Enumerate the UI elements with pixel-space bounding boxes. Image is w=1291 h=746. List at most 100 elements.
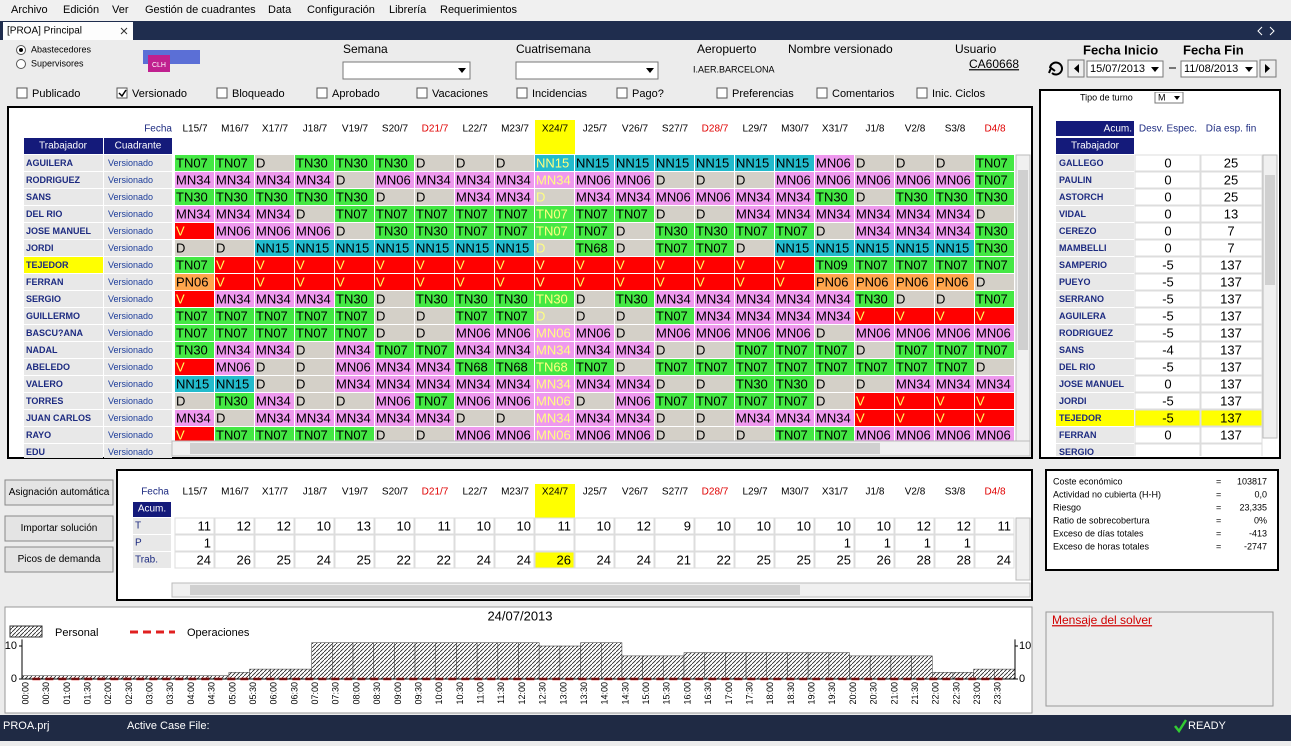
shift-cell[interactable] — [335, 257, 374, 273]
shift-cell[interactable] — [975, 189, 1014, 205]
shift-cell[interactable] — [335, 172, 374, 188]
shift-cell[interactable] — [655, 189, 694, 205]
shift-cell[interactable] — [535, 393, 574, 409]
shift-cell[interactable] — [175, 393, 214, 409]
shift-cell[interactable] — [815, 291, 854, 307]
shift-cell[interactable] — [175, 206, 214, 222]
shift-cell[interactable] — [175, 274, 214, 290]
shift-cell[interactable] — [495, 342, 534, 358]
shift-cell[interactable] — [375, 172, 414, 188]
shift-cell[interactable] — [975, 172, 1014, 188]
shift-cell[interactable] — [855, 325, 894, 341]
shift-cell[interactable] — [775, 155, 814, 171]
shift-cell[interactable] — [815, 359, 854, 375]
shift-cell[interactable] — [375, 189, 414, 205]
shift-cell[interactable] — [415, 393, 454, 409]
shift-cell[interactable] — [375, 427, 414, 443]
checkbox[interactable] — [216, 87, 228, 99]
shift-cell[interactable] — [855, 240, 894, 256]
shift-cell[interactable] — [375, 410, 414, 426]
shift-cell[interactable] — [295, 427, 334, 443]
shift-cell[interactable] — [495, 155, 534, 171]
shift-cell[interactable] — [215, 274, 254, 290]
shift-cell[interactable] — [935, 291, 974, 307]
shift-cell[interactable] — [575, 376, 614, 392]
shift-cell[interactable] — [295, 155, 334, 171]
shift-cell[interactable] — [975, 223, 1014, 239]
shift-cell[interactable] — [895, 359, 934, 375]
shift-cell[interactable] — [855, 359, 894, 375]
shift-cell[interactable] — [215, 257, 254, 273]
shift-cell[interactable] — [695, 172, 734, 188]
shift-cell[interactable] — [255, 291, 294, 307]
shift-cell[interactable] — [935, 172, 974, 188]
shift-cell[interactable] — [255, 325, 294, 341]
shift-cell[interactable] — [855, 291, 894, 307]
shift-cell[interactable] — [335, 206, 374, 222]
shift-cell[interactable] — [655, 325, 694, 341]
shift-cell[interactable] — [255, 206, 294, 222]
shift-cell[interactable] — [255, 393, 294, 409]
shift-cell[interactable] — [415, 240, 454, 256]
shift-cell[interactable] — [895, 325, 934, 341]
shift-cell[interactable] — [335, 308, 374, 324]
shift-cell[interactable] — [175, 342, 214, 358]
shift-cell[interactable] — [735, 172, 774, 188]
shift-cell[interactable] — [815, 206, 854, 222]
shift-cell[interactable] — [615, 257, 654, 273]
shift-cell[interactable] — [375, 257, 414, 273]
shift-cell[interactable] — [255, 155, 294, 171]
shift-cell[interactable] — [735, 240, 774, 256]
shift-cell[interactable] — [695, 189, 734, 205]
shift-cell[interactable] — [895, 393, 934, 409]
shift-cell[interactable] — [655, 155, 694, 171]
shift-cell[interactable] — [375, 223, 414, 239]
shift-cell[interactable] — [215, 206, 254, 222]
checkbox[interactable] — [916, 87, 928, 99]
shift-cell[interactable] — [895, 376, 934, 392]
shift-cell[interactable] — [655, 172, 694, 188]
shift-cell[interactable] — [175, 376, 214, 392]
dropdown[interactable] — [1154, 92, 1184, 104]
shift-cell[interactable] — [415, 325, 454, 341]
checkbox[interactable] — [16, 87, 28, 99]
shift-cell[interactable] — [735, 223, 774, 239]
shift-cell[interactable] — [495, 325, 534, 341]
shift-cell[interactable] — [375, 240, 414, 256]
shift-cell[interactable] — [775, 274, 814, 290]
shift-cell[interactable] — [175, 223, 214, 239]
shift-cell[interactable] — [615, 240, 654, 256]
dropdown[interactable] — [515, 61, 659, 80]
shift-cell[interactable] — [855, 410, 894, 426]
shift-cell[interactable] — [295, 240, 334, 256]
shift-cell[interactable] — [295, 410, 334, 426]
shift-cell[interactable] — [495, 206, 534, 222]
shift-cell[interactable] — [455, 206, 494, 222]
shift-cell[interactable] — [295, 206, 334, 222]
shift-cell[interactable] — [575, 189, 614, 205]
shift-cell[interactable] — [735, 291, 774, 307]
shift-cell[interactable] — [535, 325, 574, 341]
shift-cell[interactable] — [255, 410, 294, 426]
shift-cell[interactable] — [415, 274, 454, 290]
shift-cell[interactable] — [895, 189, 934, 205]
shift-cell[interactable] — [335, 291, 374, 307]
shift-cell[interactable] — [975, 342, 1014, 358]
shift-cell[interactable] — [815, 189, 854, 205]
shift-cell[interactable] — [295, 325, 334, 341]
shift-cell[interactable] — [695, 308, 734, 324]
shift-cell[interactable] — [375, 359, 414, 375]
shift-cell[interactable] — [735, 308, 774, 324]
shift-cell[interactable] — [455, 376, 494, 392]
shift-cell[interactable] — [775, 325, 814, 341]
shift-cell[interactable] — [455, 427, 494, 443]
shift-cell[interactable] — [655, 427, 694, 443]
shift-cell[interactable] — [735, 427, 774, 443]
shift-cell[interactable] — [655, 410, 694, 426]
button[interactable] — [4, 546, 114, 573]
shift-cell[interactable] — [455, 291, 494, 307]
shift-cell[interactable] — [175, 240, 214, 256]
shift-cell[interactable] — [535, 359, 574, 375]
shift-cell[interactable] — [415, 223, 454, 239]
shift-cell[interactable] — [455, 410, 494, 426]
